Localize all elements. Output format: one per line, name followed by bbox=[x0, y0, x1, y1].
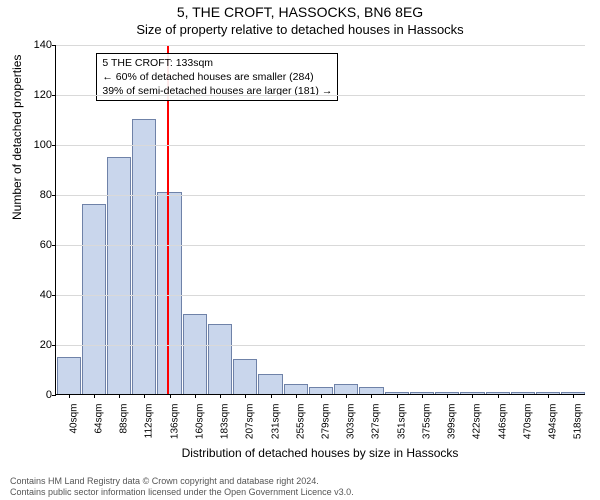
xtick-label: 112sqm bbox=[144, 404, 155, 439]
histogram-bar bbox=[132, 119, 156, 394]
xtick-mark bbox=[573, 394, 574, 398]
xtick-mark bbox=[119, 394, 120, 398]
footer-line1: Contains HM Land Registry data © Crown c… bbox=[10, 476, 354, 487]
xtick-mark bbox=[371, 394, 372, 398]
xtick-mark bbox=[245, 394, 246, 398]
histogram-bar bbox=[359, 387, 383, 395]
ytick-mark bbox=[52, 345, 56, 346]
ytick-label: 60 bbox=[40, 239, 52, 251]
xtick-mark bbox=[296, 394, 297, 398]
xtick-label: 375sqm bbox=[421, 404, 432, 440]
xtick-mark bbox=[397, 394, 398, 398]
histogram-bar bbox=[258, 374, 282, 394]
ytick-mark bbox=[52, 395, 56, 396]
chart-container: 5, THE CROFT, HASSOCKS, BN6 8EG Size of … bbox=[0, 0, 600, 500]
info-line1: 5 THE CROFT: 133sqm bbox=[102, 56, 332, 70]
gridline bbox=[56, 245, 585, 246]
ytick-label: 20 bbox=[40, 339, 52, 351]
xtick-mark bbox=[170, 394, 171, 398]
histogram-bar bbox=[107, 157, 131, 395]
xtick-label: 64sqm bbox=[93, 404, 104, 434]
xtick-label: 494sqm bbox=[548, 404, 559, 440]
y-axis-label: Number of detached properties bbox=[10, 55, 24, 220]
xtick-label: 446sqm bbox=[497, 404, 508, 440]
xtick-label: 136sqm bbox=[169, 404, 180, 440]
histogram-bar bbox=[183, 314, 207, 394]
xtick-label: 207sqm bbox=[245, 404, 256, 440]
xtick-mark bbox=[548, 394, 549, 398]
xtick-mark bbox=[321, 394, 322, 398]
histogram-bar bbox=[334, 384, 358, 394]
histogram-bar bbox=[57, 357, 81, 395]
info-box: 5 THE CROFT: 133sqm ← 60% of detached ho… bbox=[96, 53, 338, 102]
xtick-label: 518sqm bbox=[573, 404, 584, 440]
xtick-label: 351sqm bbox=[396, 404, 407, 440]
ytick-label: 120 bbox=[34, 89, 52, 101]
chart-title-line2: Size of property relative to detached ho… bbox=[0, 22, 600, 37]
xtick-label: 303sqm bbox=[346, 404, 357, 440]
xtick-label: 255sqm bbox=[295, 404, 306, 440]
xtick-label: 160sqm bbox=[194, 404, 205, 440]
histogram-bar bbox=[284, 384, 308, 394]
histogram-bar bbox=[157, 192, 181, 395]
xtick-mark bbox=[523, 394, 524, 398]
footer-attribution: Contains HM Land Registry data © Crown c… bbox=[10, 476, 354, 499]
xtick-label: 327sqm bbox=[371, 404, 382, 440]
xtick-mark bbox=[94, 394, 95, 398]
gridline bbox=[56, 95, 585, 96]
xtick-label: 40sqm bbox=[68, 404, 79, 434]
xtick-mark bbox=[472, 394, 473, 398]
gridline bbox=[56, 195, 585, 196]
xtick-mark bbox=[422, 394, 423, 398]
ytick-mark bbox=[52, 195, 56, 196]
xtick-label: 399sqm bbox=[447, 404, 458, 440]
xtick-mark bbox=[346, 394, 347, 398]
ytick-label: 40 bbox=[40, 289, 52, 301]
ytick-label: 140 bbox=[34, 39, 52, 51]
xtick-mark bbox=[447, 394, 448, 398]
ytick-mark bbox=[52, 245, 56, 246]
ytick-mark bbox=[52, 295, 56, 296]
xtick-mark bbox=[220, 394, 221, 398]
xtick-label: 422sqm bbox=[472, 404, 483, 440]
xtick-label: 470sqm bbox=[522, 404, 533, 440]
gridline bbox=[56, 45, 585, 46]
ytick-label: 0 bbox=[46, 389, 52, 401]
xtick-mark bbox=[271, 394, 272, 398]
xtick-mark bbox=[144, 394, 145, 398]
x-axis-label: Distribution of detached houses by size … bbox=[55, 446, 585, 460]
footer-line2: Contains public sector information licen… bbox=[10, 487, 354, 498]
xtick-label: 231sqm bbox=[270, 404, 281, 440]
ytick-label: 80 bbox=[40, 189, 52, 201]
gridline bbox=[56, 295, 585, 296]
ytick-mark bbox=[52, 45, 56, 46]
histogram-bar bbox=[82, 204, 106, 394]
info-line2: ← 60% of detached houses are smaller (28… bbox=[102, 70, 332, 84]
ytick-mark bbox=[52, 145, 56, 146]
xtick-mark bbox=[195, 394, 196, 398]
xtick-label: 183sqm bbox=[220, 404, 231, 440]
xtick-mark bbox=[69, 394, 70, 398]
xtick-mark bbox=[498, 394, 499, 398]
xtick-label: 279sqm bbox=[321, 404, 332, 440]
chart-title-line1: 5, THE CROFT, HASSOCKS, BN6 8EG bbox=[0, 4, 600, 20]
ytick-mark bbox=[52, 95, 56, 96]
ytick-label: 100 bbox=[34, 139, 52, 151]
xtick-label: 88sqm bbox=[119, 404, 130, 434]
gridline bbox=[56, 345, 585, 346]
plot-area: 5 THE CROFT: 133sqm ← 60% of detached ho… bbox=[55, 45, 585, 395]
histogram-bar bbox=[208, 324, 232, 394]
histogram-bar bbox=[309, 387, 333, 395]
gridline bbox=[56, 145, 585, 146]
histogram-bar bbox=[233, 359, 257, 394]
